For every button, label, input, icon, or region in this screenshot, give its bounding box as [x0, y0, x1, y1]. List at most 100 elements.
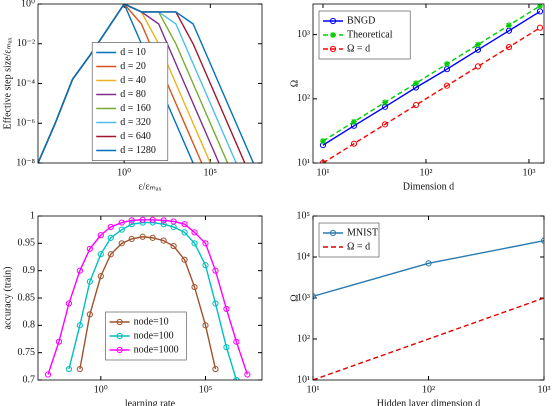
legend-label: d = 640 — [120, 131, 151, 142]
data-point — [86, 278, 93, 285]
data-point — [107, 251, 114, 258]
x-tick-label: 10³ — [522, 167, 535, 178]
x-tick-label: 10² — [419, 167, 432, 178]
y-tick-label: 10⁴ — [297, 251, 311, 262]
y-tick-label: 10⁵ — [297, 210, 311, 221]
data-point — [350, 118, 357, 125]
y-tick-label: 10³ — [297, 29, 310, 40]
y-tick-label: 10² — [297, 333, 310, 344]
legend-box — [318, 222, 380, 258]
legend-marker — [330, 32, 336, 38]
data-point — [540, 237, 544, 244]
data-point — [149, 234, 156, 241]
plot-frame — [312, 3, 545, 164]
data-point — [244, 371, 251, 378]
data-point — [170, 242, 177, 250]
legend-marker — [329, 229, 337, 237]
series-group — [38, 4, 255, 163]
series-line — [79, 236, 217, 370]
x-tick-label: 10¹ — [307, 384, 320, 395]
data-point — [425, 260, 432, 267]
data-point — [412, 80, 419, 87]
y-tick-label: 0.95 — [18, 238, 36, 249]
legend-box — [91, 42, 169, 161]
data-point — [536, 24, 544, 31]
data-point — [97, 273, 104, 280]
data-point — [536, 4, 543, 9]
y-axis-label: Effective step size/εₘₐₓ — [2, 37, 13, 129]
series-group — [44, 216, 251, 380]
data-point — [181, 256, 188, 263]
legend-label: Theoretical — [347, 29, 393, 40]
data-point — [505, 22, 512, 29]
x-axis-label: Dimension d — [403, 181, 454, 192]
data-point — [181, 221, 188, 228]
series-line — [313, 297, 544, 380]
y-tick-label: 0.75 — [18, 347, 36, 358]
legend-marker — [329, 17, 337, 25]
x-tick-label: 10⁰ — [117, 167, 131, 178]
x-tick-label: 10² — [422, 384, 435, 395]
legend-label: d = 320 — [120, 117, 151, 128]
data-point — [65, 365, 73, 373]
data-point — [86, 245, 93, 252]
y-tick-label: 0.8 — [23, 320, 36, 331]
y-tick-label: 10⁻⁸ — [16, 157, 35, 168]
data-point — [474, 63, 482, 70]
legend-label: d = 160 — [120, 103, 151, 114]
data-point — [118, 240, 125, 247]
legend-label: Ω = d — [347, 241, 370, 252]
series-line — [47, 219, 249, 375]
legend-label: d = 10 — [120, 47, 146, 58]
x-tick-label: 10¹ — [316, 167, 329, 178]
y-tick-label: 10¹ — [297, 374, 310, 385]
data-point — [443, 82, 451, 89]
legend-marker — [116, 332, 123, 340]
data-point — [44, 371, 52, 378]
data-point — [313, 293, 317, 300]
data-point — [212, 365, 219, 373]
series-line — [313, 239, 544, 297]
data-point — [160, 221, 167, 228]
data-point — [412, 101, 420, 109]
legend-label: node=100 — [134, 330, 174, 341]
series-group — [313, 237, 544, 380]
y-tick-label: 10¹ — [297, 157, 310, 168]
legend-label: MNIST — [347, 227, 378, 238]
data-point — [212, 267, 219, 274]
legend-label: Ω = d — [347, 43, 370, 54]
data-point — [118, 226, 125, 233]
data-point — [474, 41, 481, 48]
data-point — [505, 43, 513, 51]
x-axis-label: Hidden layer dimension d — [377, 398, 481, 406]
series-line — [322, 5, 541, 142]
data-point — [212, 300, 219, 307]
data-point — [223, 344, 230, 351]
data-point — [55, 338, 63, 345]
data-point — [170, 218, 177, 225]
data-point — [76, 365, 83, 373]
series-line — [322, 27, 541, 163]
legend-marker — [116, 318, 123, 326]
data-point — [139, 216, 146, 223]
legend-label: d = 1280 — [120, 145, 156, 156]
data-point — [223, 305, 230, 313]
legend-label: BNGD — [347, 15, 375, 26]
y-axis-label: Ω — [289, 294, 300, 301]
y-axis-label: Ω — [289, 80, 300, 87]
data-point — [97, 232, 104, 239]
data-point — [381, 121, 389, 128]
legend-marker — [329, 45, 337, 53]
y-tick-label: 1 — [30, 210, 35, 221]
series-line — [38, 4, 255, 163]
legend-label: d = 80 — [120, 89, 146, 100]
x-tick-label: 10³ — [538, 384, 551, 395]
data-point — [319, 138, 326, 145]
data-point — [191, 240, 198, 247]
data-point — [128, 217, 135, 224]
legend-label: node=1000 — [134, 344, 179, 355]
data-point — [76, 322, 83, 329]
x-axis-label: learning rate — [125, 398, 176, 406]
data-point — [128, 221, 135, 228]
series-group — [319, 4, 544, 163]
